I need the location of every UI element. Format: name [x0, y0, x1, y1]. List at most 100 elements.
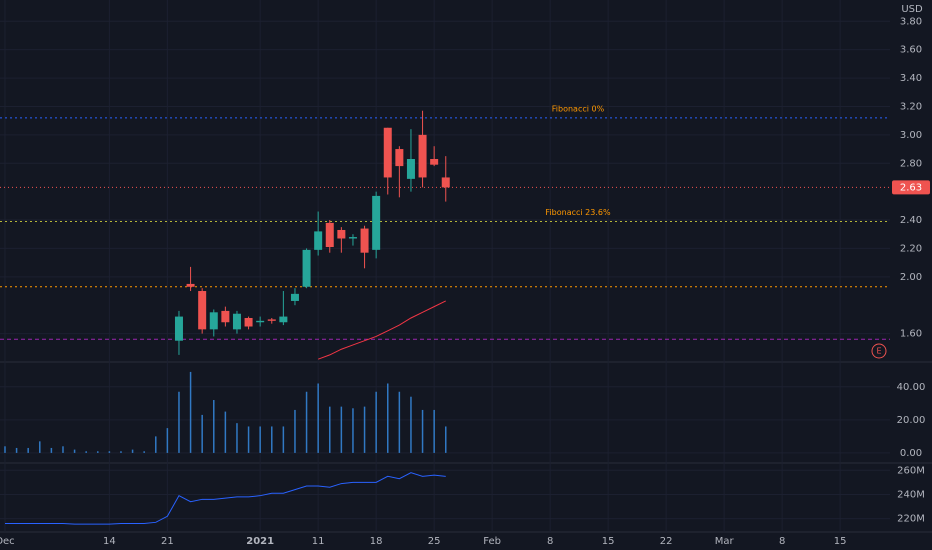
y-tick-label: 2.40 — [900, 215, 922, 226]
x-tick-label: Dec — [0, 536, 15, 547]
y-tick-label: 3.20 — [900, 101, 922, 112]
candle-body — [418, 134, 427, 178]
y-tick-label: 240M — [897, 489, 925, 500]
volume-bar — [410, 396, 412, 453]
volume-bar — [85, 451, 87, 453]
x-tick-label: 22 — [660, 536, 673, 547]
x-tick-label: 18 — [370, 536, 383, 547]
candle-body — [383, 127, 392, 178]
candle-body — [244, 317, 253, 327]
y-tick-label: 3.80 — [900, 16, 922, 27]
event-marker — [871, 343, 887, 359]
volume-bar — [213, 400, 215, 453]
volume-bar — [4, 446, 6, 453]
volume-bar — [62, 446, 64, 453]
candle-body — [198, 291, 207, 330]
candle-body — [372, 195, 381, 250]
candle-body — [360, 228, 369, 253]
x-tick-label: 21 — [161, 536, 174, 547]
candle-body — [348, 237, 357, 239]
y-tick-label: 1.60 — [900, 329, 922, 340]
y-tick-label: 40.00 — [897, 382, 926, 393]
candle-body — [441, 177, 450, 188]
volume-bar — [131, 449, 134, 453]
volume-bar — [387, 383, 389, 453]
candle-body — [174, 316, 183, 341]
volume-bar — [224, 411, 227, 453]
x-tick-label: Mar — [715, 536, 735, 547]
x-tick-label: 11 — [312, 536, 325, 547]
volume-bar — [317, 383, 319, 453]
level-label: Fibonacci 23.6% — [545, 208, 611, 217]
volume-bar — [421, 409, 424, 453]
volume-bar — [445, 426, 447, 453]
volume-bar — [155, 436, 157, 453]
moving-average — [317, 300, 446, 360]
volume-bar — [27, 447, 29, 453]
volume-bar — [271, 426, 273, 453]
candle-body — [290, 293, 299, 301]
candle-body — [209, 312, 218, 330]
candle-body — [302, 249, 311, 287]
y-tick-label: 3.00 — [900, 130, 922, 141]
candle-body — [256, 320, 265, 323]
volume-bar — [352, 408, 354, 453]
last-price-label: 2.63 — [900, 182, 922, 193]
level-label: Fibonacci 0% — [552, 104, 605, 113]
volume-bar — [259, 426, 261, 453]
last-price-box — [892, 180, 930, 195]
x-tick-label: 15 — [834, 536, 847, 547]
x-tick-label: 25 — [428, 536, 441, 547]
candle-body — [186, 283, 195, 287]
candle-body — [314, 231, 323, 250]
x-tick-label: 8 — [779, 536, 785, 547]
volume-bar — [166, 428, 169, 453]
y-tick-label: 260M — [897, 465, 925, 476]
candle-body — [325, 222, 334, 248]
x-tick-label: Feb — [483, 536, 501, 547]
volume-bar — [282, 426, 285, 453]
candle-body — [232, 313, 241, 330]
volume-bar — [120, 451, 122, 453]
volume-bar — [247, 426, 250, 453]
candle-body — [395, 149, 404, 167]
x-tick-label: 8 — [547, 536, 553, 547]
indicator-line — [4, 472, 446, 525]
candle-body — [221, 310, 230, 323]
volume-bar — [189, 371, 192, 453]
y-tick-label: 20.00 — [897, 415, 926, 426]
y-tick-label: 2.00 — [900, 272, 922, 283]
y-tick-label: 3.60 — [900, 45, 922, 56]
volume-bar — [108, 451, 111, 453]
volume-bar — [398, 391, 401, 453]
volume-bar — [50, 447, 53, 453]
volume-bar — [340, 406, 343, 453]
y-tick-label: 2.20 — [900, 243, 922, 254]
currency: USD — [901, 4, 923, 15]
volume-bar — [201, 414, 203, 453]
candle-body — [406, 158, 415, 179]
candle-body — [430, 158, 439, 165]
volume-bar — [305, 391, 308, 453]
x-tick-label: 15 — [602, 536, 615, 547]
volume-bar — [178, 391, 180, 453]
candle-body — [267, 319, 276, 321]
volume-bar — [39, 441, 41, 453]
x-tick-label: 2021 — [246, 536, 274, 547]
y-tick-label: 2.80 — [900, 158, 922, 169]
volume-bar — [294, 409, 296, 453]
volume-bar — [143, 451, 145, 453]
y-tick-label: 220M — [897, 514, 925, 525]
volume-bar — [329, 406, 331, 453]
volume-bar — [375, 391, 377, 453]
volume-bar — [97, 451, 99, 453]
volume-bar — [15, 447, 18, 453]
event-marker-label: E — [876, 347, 881, 356]
y-tick-label: 0.00 — [900, 448, 922, 459]
candle-body — [337, 229, 346, 239]
volume-bar — [236, 423, 238, 453]
volume-bar — [433, 409, 435, 453]
candle-body — [279, 316, 288, 323]
